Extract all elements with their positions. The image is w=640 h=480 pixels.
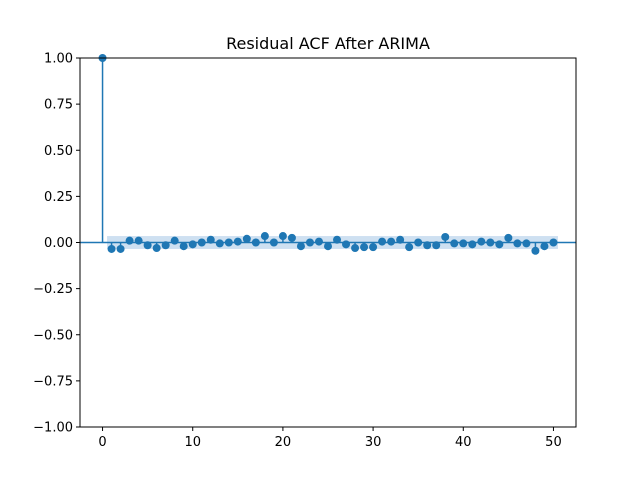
acf-point [125, 236, 134, 245]
acf-point [224, 238, 233, 247]
acf-point [450, 239, 459, 248]
y-tick-label: 0.00 [44, 236, 73, 251]
acf-point [278, 232, 287, 241]
y-tick-label: 0.25 [44, 190, 73, 205]
y-tick-label: 0.50 [44, 144, 73, 159]
acf-point [188, 240, 197, 249]
acf-point [134, 236, 143, 245]
chart-title: Residual ACF After ARIMA [226, 34, 430, 53]
acf-point [486, 238, 495, 247]
y-tick-label: −0.75 [33, 374, 73, 389]
acf-point [387, 237, 396, 246]
acf-point [342, 240, 351, 249]
acf-point [378, 237, 387, 246]
acf-point [233, 237, 242, 246]
acf-point [324, 242, 332, 251]
acf-point [423, 241, 432, 250]
acf-point [441, 232, 450, 241]
acf-point [260, 232, 269, 241]
acf-point [251, 238, 260, 247]
y-tick-label: 1.00 [44, 52, 73, 67]
acf-point [305, 238, 314, 247]
acf-point [161, 241, 170, 250]
acf-point [504, 233, 513, 242]
acf-point [495, 240, 504, 249]
acf-point [314, 237, 323, 246]
acf-point [269, 238, 278, 247]
acf-point [432, 241, 441, 250]
y-tick-label: −0.50 [33, 328, 73, 343]
acf-point [143, 241, 152, 250]
acf-point [333, 235, 342, 244]
marker-layer [98, 54, 558, 255]
acf-point [477, 237, 486, 246]
acf-point [540, 242, 549, 251]
plot-frame [79, 57, 577, 428]
acf-point [215, 239, 224, 248]
acf-point [152, 244, 161, 253]
acf-point [414, 238, 423, 247]
acf-point [197, 238, 206, 247]
acf-point [242, 234, 251, 243]
y-tick-label: −1.00 [33, 421, 73, 436]
acf-point [396, 235, 405, 244]
acf-point [513, 239, 522, 248]
acf-point [287, 233, 296, 242]
x-tick-label: 40 [455, 435, 472, 450]
x-tick-label: 50 [545, 435, 562, 450]
acf-point [369, 243, 378, 252]
acf-point [459, 239, 468, 248]
acf-point [522, 239, 531, 248]
x-tick-label: 10 [184, 435, 201, 450]
acf-point [296, 242, 305, 251]
acf-point [549, 238, 558, 247]
acf-point [468, 240, 477, 249]
acf-point [170, 236, 179, 245]
acf-point [206, 235, 215, 244]
y-tick-label: −0.25 [33, 282, 73, 297]
y-tick-label: 0.75 [44, 98, 73, 113]
x-tick-label: 0 [98, 435, 106, 450]
acf-point [531, 246, 540, 255]
acf-point [405, 243, 414, 252]
acf-point [351, 244, 360, 253]
acf-point [360, 243, 369, 252]
x-tick-label: 30 [365, 435, 382, 450]
axis-layer: 0 10 20 30 40 50 −1.00 −0.75 −0.50 −0.25 0.00 0.25 0… [33, 52, 562, 451]
x-tick-label: 20 [275, 435, 292, 450]
acf-point [116, 244, 125, 253]
acf-point [179, 242, 188, 251]
acf-point [107, 244, 116, 253]
